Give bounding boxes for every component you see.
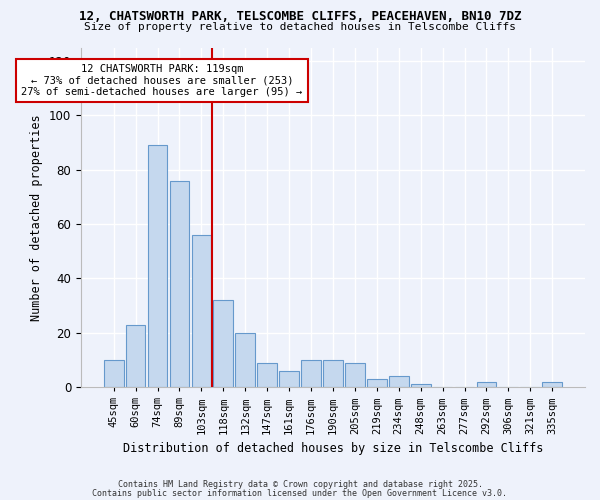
Bar bbox=[279, 371, 299, 387]
X-axis label: Distribution of detached houses by size in Telscombe Cliffs: Distribution of detached houses by size … bbox=[123, 442, 543, 455]
Bar bbox=[257, 362, 277, 387]
Bar bbox=[191, 235, 211, 387]
Text: 12 CHATSWORTH PARK: 119sqm
← 73% of detached houses are smaller (253)
27% of sem: 12 CHATSWORTH PARK: 119sqm ← 73% of deta… bbox=[21, 64, 302, 97]
Bar bbox=[367, 379, 386, 387]
Bar bbox=[170, 180, 190, 387]
Bar bbox=[323, 360, 343, 387]
Bar bbox=[214, 300, 233, 387]
Bar bbox=[476, 382, 496, 387]
Bar bbox=[389, 376, 409, 387]
Bar bbox=[411, 384, 431, 387]
Bar bbox=[301, 360, 321, 387]
Bar bbox=[148, 146, 167, 387]
Bar bbox=[235, 333, 255, 387]
Text: Contains public sector information licensed under the Open Government Licence v3: Contains public sector information licen… bbox=[92, 488, 508, 498]
Text: Size of property relative to detached houses in Telscombe Cliffs: Size of property relative to detached ho… bbox=[84, 22, 516, 32]
Y-axis label: Number of detached properties: Number of detached properties bbox=[30, 114, 43, 320]
Text: 12, CHATSWORTH PARK, TELSCOMBE CLIFFS, PEACEHAVEN, BN10 7DZ: 12, CHATSWORTH PARK, TELSCOMBE CLIFFS, P… bbox=[79, 10, 521, 23]
Bar bbox=[542, 382, 562, 387]
Bar bbox=[345, 362, 365, 387]
Text: Contains HM Land Registry data © Crown copyright and database right 2025.: Contains HM Land Registry data © Crown c… bbox=[118, 480, 482, 489]
Bar bbox=[126, 324, 145, 387]
Bar bbox=[104, 360, 124, 387]
